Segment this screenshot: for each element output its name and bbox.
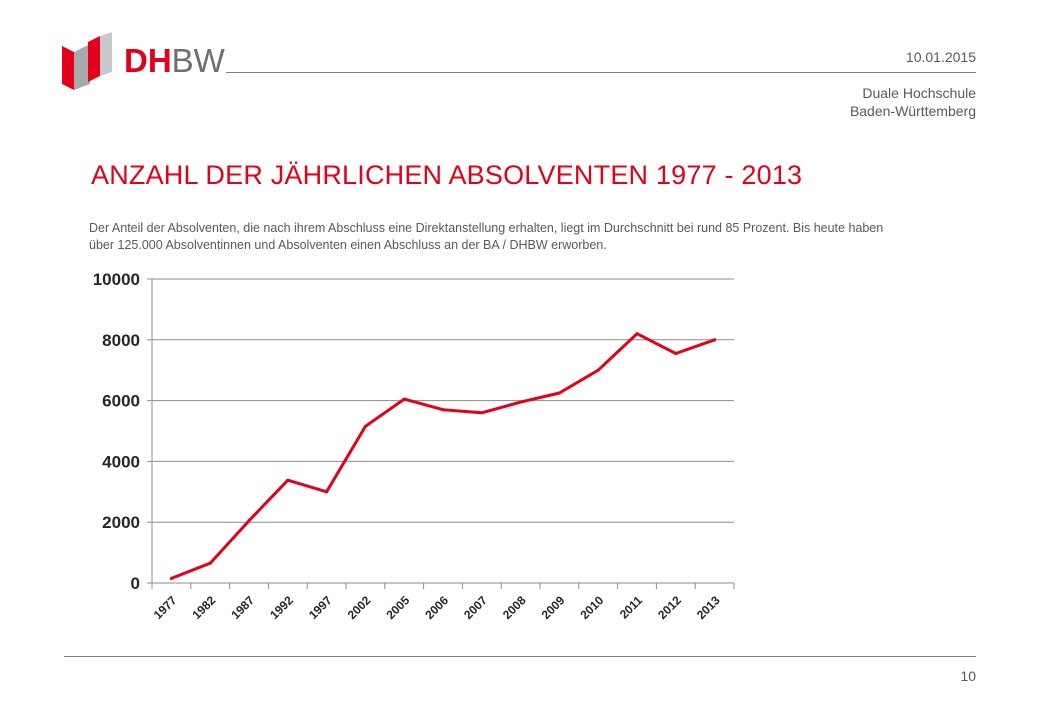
x-tick-label-2010: 2010 [578,593,607,622]
data-point-2008 [519,400,523,404]
wordmark-bw: BW [171,42,225,79]
x-tick-label-2013: 2013 [694,593,723,622]
x-tick-label-2002: 2002 [345,593,374,622]
data-point-1977 [169,576,173,580]
x-tick-label-2011: 2011 [617,593,646,622]
dhbw-wordmark: DHBW [124,44,225,77]
data-point-2011 [635,332,639,336]
data-point-1982 [208,561,212,565]
y-tick-label-0: 0 [131,574,140,593]
data-point-2005 [402,397,406,401]
y-tick-label-4000: 4000 [102,452,140,471]
y-tick-label-6000: 6000 [102,392,140,411]
data-point-2002 [363,424,367,428]
x-tick-label-1997: 1997 [306,593,335,622]
data-point-2007 [480,411,484,415]
footer-divider [64,656,976,657]
dhbw-logo-mark [62,32,112,90]
x-tick-label-2009: 2009 [539,593,568,622]
institution-line-1: Duale Hochschule [862,85,976,101]
header-divider [226,72,976,73]
intro-text: Der Anteil der Absolventen, die nach ihr… [89,221,884,252]
x-tick-label-2008: 2008 [500,593,529,622]
y-tick-label-10000: 10000 [93,270,140,289]
data-point-2012 [674,351,678,355]
graduates-line-chart: 0 2000 4000 6000 8000 10000 1977 1982 1987 1992 19… [93,270,735,622]
data-point-1992 [286,478,290,482]
y-tick-label-8000: 8000 [102,331,140,350]
y-tick-label-2000: 2000 [102,513,140,532]
x-tick-label-1992: 1992 [267,593,296,622]
institution-name: Duale Hochschule Baden-Württemberg [850,84,976,120]
data-point-1997 [325,490,329,494]
data-point-2013 [713,338,717,342]
x-tick-label-1987: 1987 [228,593,257,622]
x-tick-label-1982: 1982 [190,593,219,622]
wordmark-dh: DH [124,42,172,79]
data-point-2010 [596,368,600,372]
data-point-1987 [247,519,251,523]
x-tick-label-2006: 2006 [422,593,451,622]
x-tick-label-2012: 2012 [655,593,684,622]
page-number: 10 [960,668,976,684]
x-tick-label-2007: 2007 [461,593,490,622]
data-point-2009 [557,391,561,395]
series-line [169,332,717,580]
x-tick-label-1977: 1977 [151,593,180,622]
institution-line-2: Baden-Württemberg [849,103,976,119]
slide-date: 10.01.2015 [905,49,976,65]
x-tick-label-2005: 2005 [384,593,413,622]
slide-title: ANZAHL DER JÄHRLICHEN ABSOLVENTEN 1977 -… [91,160,803,190]
data-point-2006 [441,408,445,412]
